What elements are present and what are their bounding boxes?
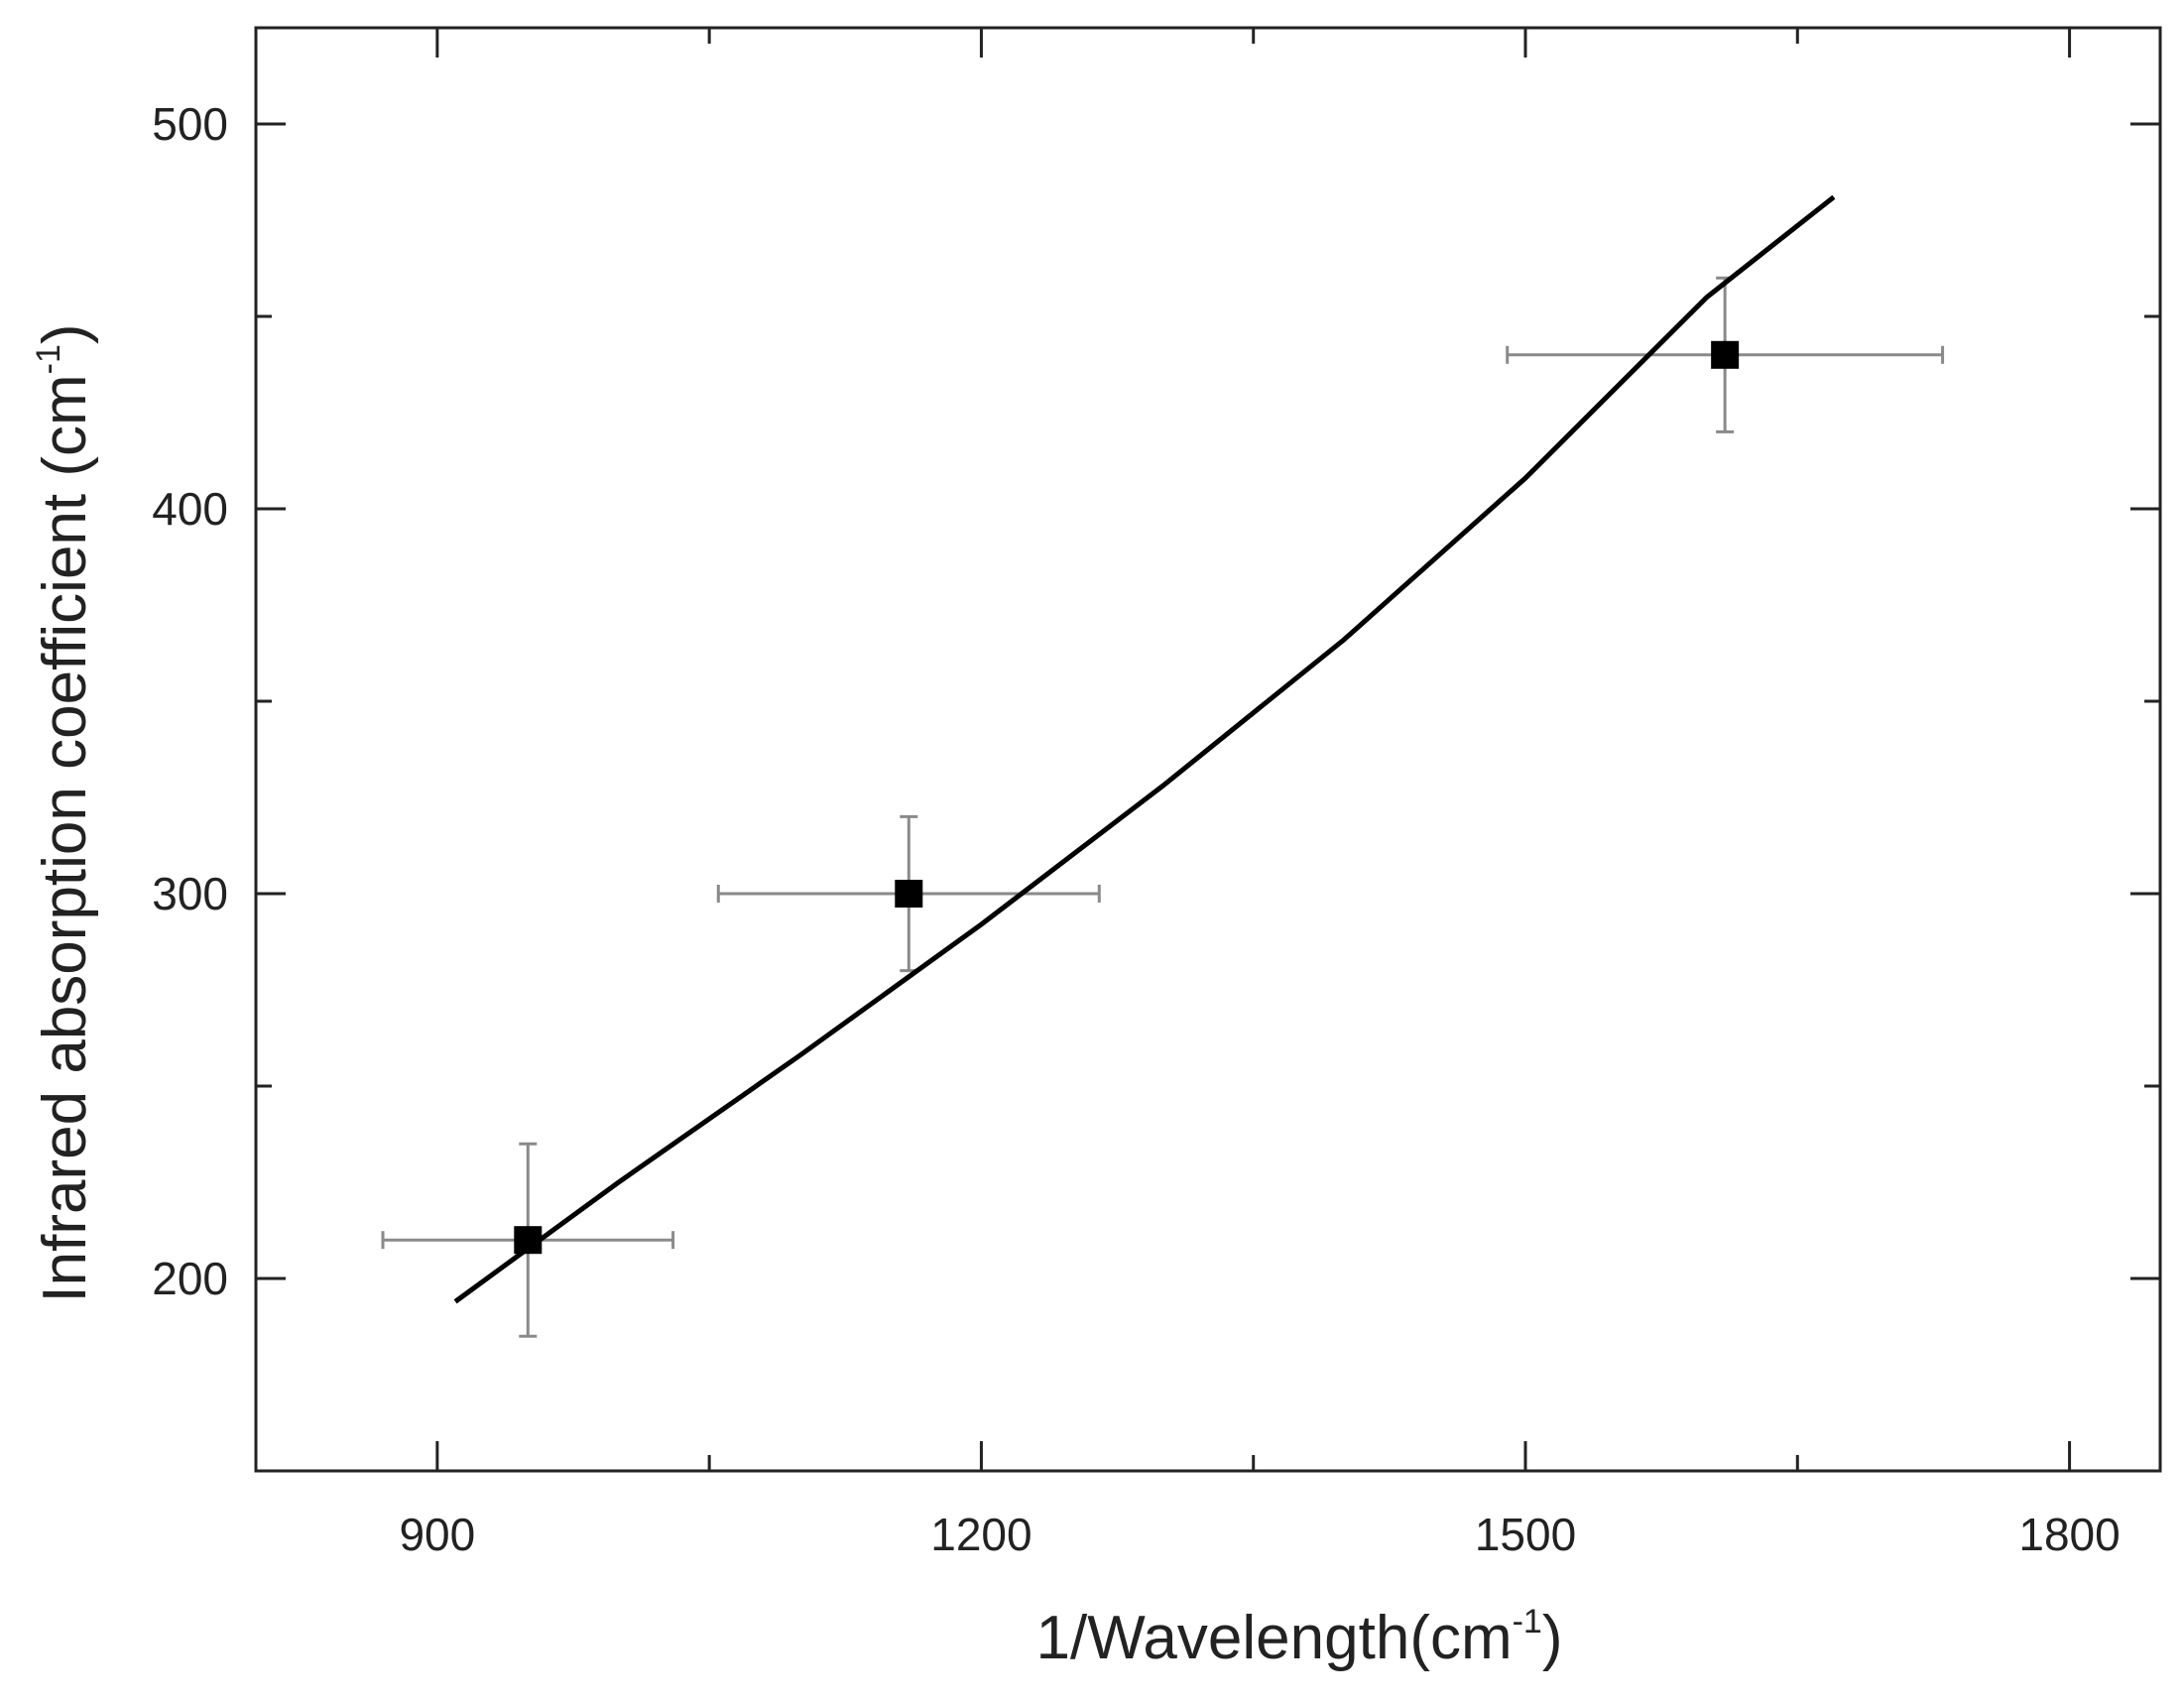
- x-axis-title-text: 1/Wavelength(cm: [1036, 1604, 1513, 1672]
- fit-line: [453, 194, 1836, 1304]
- x-tick-label: 1200: [930, 1509, 1031, 1560]
- y-tick-label: 500: [152, 98, 228, 150]
- x-axis-title-tail: ): [1542, 1604, 1563, 1672]
- y-tick-label: 300: [152, 868, 228, 919]
- x-axis-title: 1/Wavelength(cm-1): [1036, 1603, 1563, 1672]
- x-tick-label: 1500: [1475, 1509, 1576, 1560]
- y-axis-title-sup: -1: [30, 344, 67, 374]
- x-axis-title-sup: -1: [1513, 1603, 1542, 1641]
- axis-ticks: [256, 28, 2160, 1471]
- error-bars: [381, 276, 1945, 1338]
- data-point: [1711, 340, 1740, 369]
- data-point: [514, 1226, 543, 1255]
- x-tick-label: 900: [399, 1509, 475, 1560]
- y-tick-label: 400: [152, 483, 228, 535]
- y-tick-label: 200: [152, 1253, 228, 1304]
- y-axis-title-tail: ): [31, 323, 99, 344]
- plot-frame: [254, 26, 2162, 1473]
- axis-tick-labels: 900 1200 1500 1800 200 300 400 500: [152, 98, 2120, 1560]
- data-point: [895, 880, 923, 908]
- x-tick-label: 1800: [2018, 1509, 2120, 1560]
- y-axis-title: Infrared absorption coefficient (cm-1): [30, 323, 99, 1302]
- data-markers: [514, 340, 1740, 1255]
- y-axis-title-text: Infrared absorption coefficient (cm: [31, 374, 99, 1302]
